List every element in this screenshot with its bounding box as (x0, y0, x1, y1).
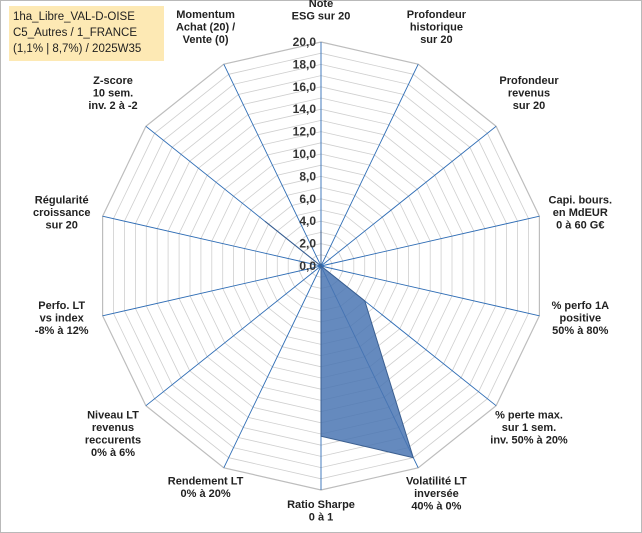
title-line-2: C5_Autres / 1_FRANCE (13, 27, 137, 39)
axis-label: % perte max. sur 1 sem. inv. 50% à 20% (490, 409, 568, 446)
tick-label: 8,0 (299, 169, 316, 183)
tick-label: 0,0 (299, 259, 316, 273)
axis-label: Niveau LT revenus reccurents 0% à 6% (85, 409, 141, 459)
title-line-3: (1,1% | 8,7%) / 2025W35 (13, 43, 142, 55)
axis-spoke (223, 265, 322, 468)
series-layer (264, 220, 415, 459)
tick-label: 16,0 (293, 80, 317, 94)
tick-label: 18,0 (293, 57, 317, 71)
tick-label: 12,0 (293, 125, 317, 139)
axis-label: Ratio Sharpe 0 à 1 (287, 499, 355, 524)
axis-label: Profondeur revenus sur 20 (499, 75, 559, 112)
series-area (264, 220, 415, 459)
axis-spoke (145, 265, 322, 407)
axis-spoke (320, 215, 540, 267)
axis-label: Capi. bours. en MdEUR 0 à 60 G€ (549, 194, 613, 231)
tick-label: 6,0 (299, 192, 316, 206)
axis-label: Perfo. LT vs index -8% à 12% (35, 300, 89, 337)
tick-label: 14,0 (293, 102, 317, 116)
chart-title-box: 1ha_Libre_VAL-D-OISE C5_Autres / 1_FRANC… (9, 6, 164, 61)
title-line-1: 1ha_Libre_VAL-D-OISE (13, 11, 135, 23)
axis-label: Régularité croissance sur 20 (33, 194, 90, 231)
tick-label: 2,0 (299, 237, 316, 251)
axis-label: Volatilité LT inversée 40% à 0% (406, 475, 467, 512)
axis-label: Momentum Achat (20) / Vente (0) (176, 9, 235, 46)
axis-label: % perfo 1A positive 50% à 80% (552, 300, 610, 337)
axis-spoke (320, 125, 497, 267)
tick-label-layer: 0,0 2,0 4,0 6,0 8,0 10,0 12,0 14,0 16,0 18,0 20,0 (293, 35, 317, 273)
tick-label: 10,0 (293, 147, 317, 161)
axis-spoke (102, 265, 322, 317)
axis-label-layer: Note ESG sur 20 Profondeur historique sur 20… (33, 0, 612, 524)
tick-label: 4,0 (299, 214, 316, 228)
axis-label: Z-score 10 sem. inv. 2 à -2 (88, 75, 137, 112)
axis-spoke (223, 64, 322, 267)
tick-label: 20,0 (293, 35, 317, 49)
axis-label: Profondeur historique sur 20 (407, 9, 467, 46)
axis-spoke (320, 64, 419, 267)
axis-label: Note ESG sur 20 (292, 0, 351, 23)
axis-spoke (102, 215, 322, 267)
axis-label: Rendement LT 0% à 20% (168, 475, 244, 500)
axis-spoke (320, 265, 540, 317)
